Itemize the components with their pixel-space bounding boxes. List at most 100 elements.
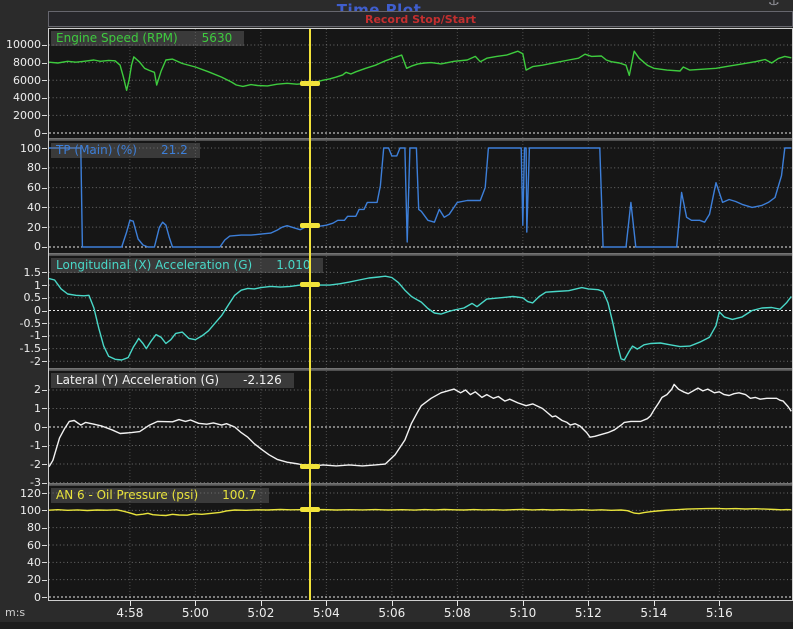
chart-canvas (49, 371, 792, 483)
y-tick-mark (42, 44, 47, 46)
x-axis: 4:58 5:00 5:02 5:04 5:06 5:08 5:10 5:12 5:14 5:16 (49, 601, 793, 623)
y-tick-mark (42, 335, 47, 337)
channel-cursor-value: 1.010 (276, 258, 311, 272)
y-tick-label: 2000 (13, 108, 41, 122)
y-tick-mark (42, 527, 47, 529)
y-tick-mark (42, 348, 47, 350)
y-tick-mark (42, 297, 47, 299)
y-tick-label: 0 (34, 590, 41, 604)
y-tick-mark (42, 361, 47, 363)
v-gridlines (129, 486, 720, 600)
h-gridlines (49, 389, 792, 483)
channel-cursor-value: 21.2 (160, 143, 188, 157)
channel-cursor-value: 100.7 (222, 488, 257, 502)
trace-lateral-y-acceleration-g (49, 383, 792, 468)
x-tick-mark (260, 601, 262, 606)
y-tick-label: -1 (30, 329, 41, 343)
anchor-icon[interactable]: ⚓ (768, 0, 780, 6)
y-tick-mark (42, 545, 47, 546)
channel-label-longitudinal-x-acceleration-g[interactable]: Longitudinal (X) Acceleration (G) 1.010 (51, 258, 323, 273)
channel-cursor-value: -2.126 (243, 373, 282, 387)
y-tick-mark (42, 285, 47, 287)
y-tick-mark (42, 562, 47, 564)
y-tick-label: 0.5 (23, 291, 42, 305)
channel-name: Engine Speed (RPM) (56, 31, 178, 45)
chart-canvas (49, 256, 792, 368)
channel-label-an-6-oil-pressure-psi[interactable]: AN 6 - Oil Pressure (psi) 100.7 (51, 488, 269, 503)
x-tick-label: 5:00 (181, 606, 209, 620)
cursor-marker-an-6-oil-pressure-psi[interactable] (299, 507, 320, 513)
channel-cursor-value: 5630 (201, 31, 233, 45)
time-cursor[interactable] (308, 29, 311, 600)
y-tick-mark (42, 597, 47, 598)
y-tick-mark (42, 510, 47, 512)
cursor-marker-longitudinal-x-acceleration-g[interactable] (299, 282, 320, 288)
h-gridlines (49, 147, 792, 248)
trace-engine-speed-rpm (49, 50, 792, 91)
x-tick-mark (719, 601, 721, 606)
trace-longitudinal-x-acceleration-g (49, 275, 792, 361)
y-tick-mark (42, 148, 47, 150)
y-tick-label: 4000 (13, 91, 41, 105)
record-stop-start-button[interactable]: Record Stop/Start (48, 11, 793, 27)
y-tick-mark (42, 493, 47, 495)
y-tick-label: 100 (20, 141, 41, 155)
subplot-divider (49, 368, 792, 371)
x-tick-mark (326, 601, 328, 606)
y-tick-mark (42, 167, 47, 169)
v-gridlines (129, 256, 720, 368)
y-tick-mark (42, 133, 47, 134)
subplot-longitudinal-x-acceleration-g[interactable]: Longitudinal (X) Acceleration (G) 1.010 (49, 256, 792, 368)
v-gridlines (129, 29, 720, 138)
x-tick-mark (457, 601, 459, 606)
cursor-marker-engine-speed-rpm[interactable] (299, 80, 320, 86)
subplot-lateral-y-acceleration-g[interactable]: Lateral (Y) Acceleration (G) -2.126 (49, 371, 792, 483)
channel-name: Longitudinal (X) Acceleration (G) (56, 258, 253, 272)
v-gridlines (129, 141, 720, 253)
subplot-tp-main[interactable]: TP (Main) (%) 21.2 (49, 141, 792, 253)
channel-label-tp-main[interactable]: TP (Main) (%) 21.2 (51, 143, 200, 158)
x-tick-label: 5:06 (378, 606, 406, 620)
y-tick-label: 10000 (6, 38, 41, 52)
record-stop-start-label: Record Stop/Start (364, 12, 477, 26)
x-tick-label: 5:16 (705, 606, 733, 620)
y-tick-mark (42, 482, 47, 484)
cursor-marker-lateral-y-acceleration-g[interactable] (299, 463, 320, 469)
y-tick-label: -3 (30, 476, 41, 489)
y-tick-mark (42, 272, 47, 274)
plot-area[interactable]: Engine Speed (RPM) 5630 TP (Main) (%) 21.2 L… (48, 28, 793, 601)
y-tick-label: 60 (27, 181, 41, 195)
y-tick-label: 0 (34, 126, 41, 140)
y-tick-label: 20 (27, 220, 41, 234)
chart-canvas (49, 486, 792, 600)
x-tick-label: 5:04 (312, 606, 340, 620)
channel-label-lateral-y-acceleration-g[interactable]: Lateral (Y) Acceleration (G) -2.126 (51, 373, 294, 388)
y-tick-label: 1 (34, 278, 41, 292)
y-tick-label: 1.5 (23, 265, 42, 279)
subplot-engine-speed-rpm[interactable]: Engine Speed (RPM) 5630 (49, 29, 792, 138)
chart-canvas (49, 141, 792, 253)
y-tick-label: 40 (27, 200, 41, 214)
y-tick-mark (42, 310, 47, 312)
y-tick-label: -1 (30, 439, 41, 452)
y-tick-label: 40 (27, 555, 41, 569)
y-tick-label: 2 (34, 383, 41, 397)
y-tick-mark (42, 187, 47, 189)
x-tick-mark (391, 601, 393, 606)
window-title: Time Plot (0, 0, 793, 11)
y-tick-label: 6000 (13, 73, 41, 87)
y-tick-label: 20 (27, 573, 41, 587)
subplot-an-6-oil-pressure-psi[interactable]: AN 6 - Oil Pressure (psi) 100.7 (49, 486, 792, 600)
cursor-marker-tp-main[interactable] (299, 223, 320, 229)
x-tick-label: 5:14 (640, 606, 668, 620)
y-tick-mark (42, 427, 47, 428)
y-tick-label: 120 (20, 486, 41, 500)
channel-label-engine-speed-rpm[interactable]: Engine Speed (RPM) 5630 (51, 31, 245, 46)
h-gridlines (49, 492, 792, 598)
y-tick-mark (42, 246, 47, 248)
y-tick-label: 0 (34, 420, 41, 434)
y-tick-label: 80 (27, 161, 41, 175)
y-tick-mark (42, 464, 47, 465)
y-tick-label: -0.5 (19, 316, 41, 330)
